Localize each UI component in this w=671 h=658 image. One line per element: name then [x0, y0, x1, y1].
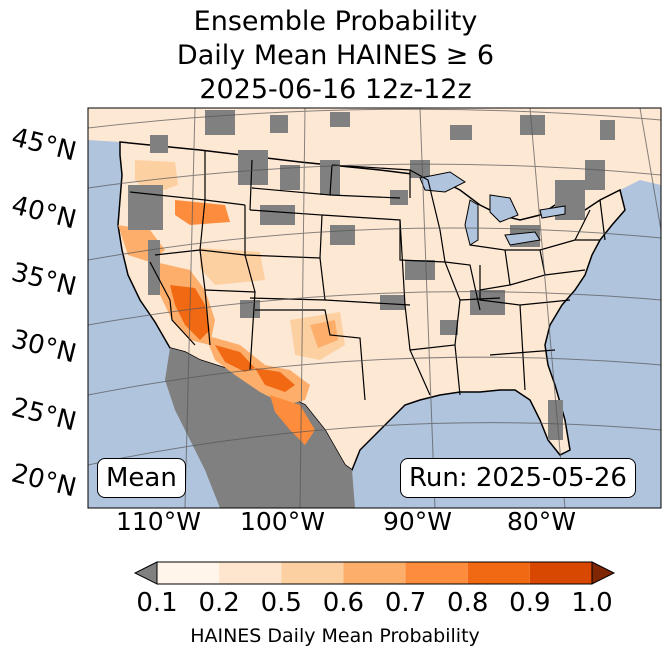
run-date-box: Run: 2025-05-26: [400, 458, 636, 498]
colorbar-tick-label: 0.9: [509, 588, 551, 618]
mexico-land: [165, 348, 355, 508]
title-line-3: 2025-06-16 12z-12z: [199, 74, 472, 105]
title-line-2: Daily Mean HAINES ≥ 6: [176, 40, 495, 71]
colorbar-tick-label: 0.7: [384, 588, 427, 618]
canada-land: [88, 108, 661, 220]
colorbar-segment: [157, 562, 220, 584]
colorbar-under-arrow: [133, 561, 158, 585]
colorbar-segment: [405, 562, 468, 584]
title-line-1: Ensemble Probability: [193, 6, 478, 37]
lon-label-90: 90°W: [383, 507, 453, 536]
colorbar-segment: [529, 562, 592, 584]
lon-label-110: 110°W: [116, 507, 201, 536]
colorbar-label: HAINES Daily Mean Probability: [190, 625, 480, 647]
colorbar-segment: [467, 562, 530, 584]
graticule: [88, 108, 661, 508]
colorbar-tick-label: 0.8: [447, 588, 489, 618]
great-lakes: [419, 171, 566, 246]
state-borders: [129, 150, 606, 401]
map-frame: [87, 107, 662, 509]
colorbar-over-arrow: [591, 561, 616, 585]
colorbar-frame: [156, 561, 593, 585]
colorbar-tick-label: 0.5: [260, 588, 302, 618]
colorbar: [133, 561, 616, 585]
colorbar-tick-label: 0.1: [136, 588, 178, 618]
colorbar-segment: [219, 562, 282, 584]
lon-label-100: 100°W: [240, 507, 325, 536]
colorbar-tick-label: 0.2: [198, 588, 240, 618]
colorbar-segment: [281, 562, 344, 584]
colorbar-tick-label: 1.0: [571, 588, 613, 618]
colorbar-tick-label: 0.6: [322, 588, 365, 618]
lon-label-80: 80°W: [507, 507, 577, 536]
colorbar-segment: [343, 562, 406, 584]
mean-label-box: Mean: [97, 458, 186, 498]
